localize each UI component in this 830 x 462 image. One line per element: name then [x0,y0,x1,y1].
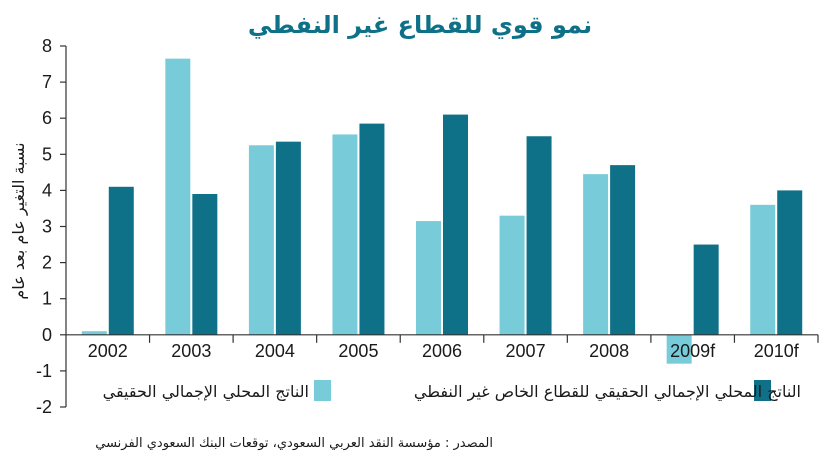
x-tick-label: 2003 [171,341,211,361]
legend-label-series-1: الناتج المحلي الإجمالي الحقيقي [103,382,309,402]
legend-label-series-2: الناتج المحلي الإجمالي الحقيقي للقطاع ال… [414,382,801,402]
bar-series-1-2007 [499,215,525,335]
legend: الناتج المحلي الإجمالي الحقيقي للقطاع ال… [103,380,801,402]
y-tick-label: 0 [42,325,52,345]
y-tick-label: -2 [36,397,52,417]
bar-series-2-2010f [777,190,803,335]
bar-series-2-2006 [443,114,468,335]
y-tick-label: 5 [42,144,52,164]
x-tick-label: 2009f [670,341,716,361]
y-tick-label: 7 [42,72,52,92]
y-tick-label: 1 [42,289,52,309]
plot-area: -2 -1 0 1 2 3 4 5 6 7 8 2002 2003 2004 2005 2006 2007 200… [36,36,819,417]
bar-series-2-2004 [275,141,301,335]
bar-series-1-2008 [583,174,609,335]
bar-series-1-2004 [248,145,274,335]
x-tick-label: 2006 [422,341,462,361]
x-tick-label: 2007 [506,341,546,361]
bar-series-1-2002 [81,331,107,335]
source-note: المصدر : مؤسسة النقد العربي السعودي، توق… [95,436,493,451]
y-tick-label: 8 [42,36,52,56]
x-tick-label: 2004 [255,341,295,361]
y-tick-label: 3 [42,217,52,237]
y-tick-label: 4 [42,180,52,200]
bar-series-1-2006 [416,221,441,335]
x-tick-label: 2008 [589,341,629,361]
bar-series-2-2007 [526,136,552,335]
bar-series-2-2005 [359,123,385,335]
bar-series-2-2009f [693,244,719,335]
bar-series-1-2010f [750,204,776,335]
chart-title: نمو قوي للقطاع غير النفطي [248,11,592,39]
bar-series-1-2005 [332,134,358,335]
bar-series-2-2003 [192,194,218,335]
y-axis-label: نسبة التغير عام بعد عام [9,142,29,299]
y-tick-label: -1 [36,361,52,381]
bar-series-1-2003 [165,58,191,335]
y-tick-label: 2 [42,253,52,273]
legend-swatch-series-2 [754,380,771,401]
x-tick-label: 2002 [88,341,128,361]
legend-swatch-series-1 [314,380,331,401]
bar-series-1-2009f [666,334,692,364]
bar-series-2-2002 [108,186,134,335]
y-tick-label: 6 [42,108,52,128]
x-tick-label: 2005 [338,341,378,361]
x-tick-label: 2010f [754,341,800,361]
bar-series-2-2008 [610,165,636,335]
